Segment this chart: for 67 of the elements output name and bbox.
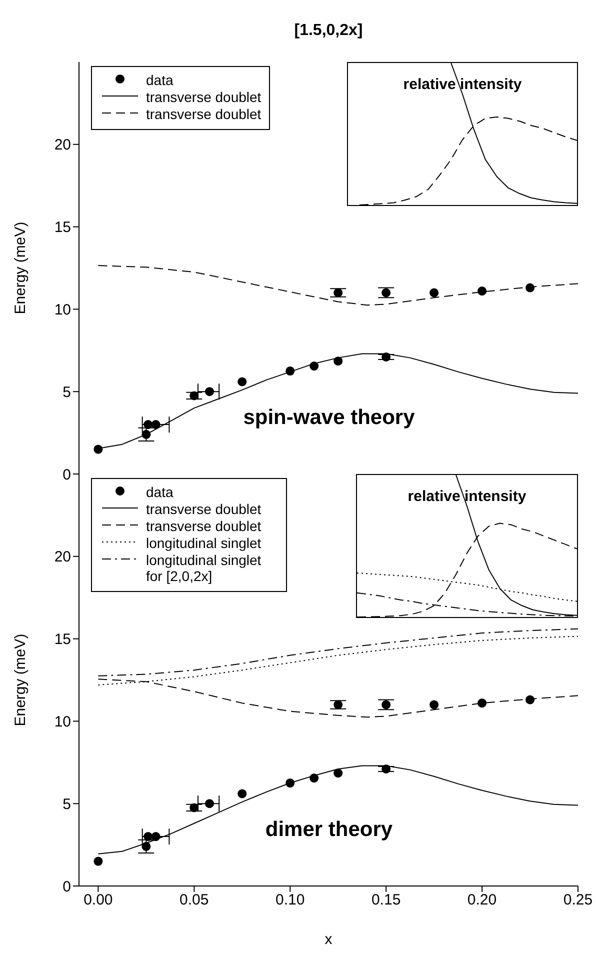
point <box>334 768 343 778</box>
point <box>94 856 103 866</box>
line-series <box>98 265 578 306</box>
x-axis-title: x <box>324 931 334 948</box>
y-tick-label: 5 <box>62 384 71 401</box>
legend-label: transverse doublet <box>146 501 262 517</box>
y-tick-label: 10 <box>54 714 71 731</box>
annotation: dimer theory <box>264 818 394 842</box>
x-tick-label: 0.25 <box>563 892 593 909</box>
y-tick-label: 0 <box>62 466 71 484</box>
text: relative intensity <box>402 76 523 93</box>
point <box>334 288 343 298</box>
legend-label: transverse doublet <box>146 106 262 122</box>
y-tick-label: 5 <box>62 796 71 813</box>
x-tick-label: 0.05 <box>180 892 209 909</box>
point <box>142 430 151 439</box>
point <box>190 803 199 812</box>
legend-label: transverse doublet <box>146 518 262 534</box>
y-axis-title: Energy (meV) <box>12 220 30 316</box>
y-tick-label: 15 <box>54 631 71 648</box>
point <box>430 288 439 298</box>
legend-label: data <box>146 484 174 500</box>
chart-title: [1.5,0,2x] <box>293 22 364 40</box>
text: relative intensity <box>406 488 528 505</box>
point <box>382 700 391 710</box>
point <box>204 799 214 808</box>
point <box>478 286 487 296</box>
line-series <box>98 765 578 854</box>
point <box>334 700 343 710</box>
point <box>204 387 214 396</box>
point <box>286 778 295 788</box>
x-tick-label: 0.10 <box>276 892 305 909</box>
point <box>190 391 199 400</box>
point <box>526 695 535 704</box>
legend-label: longitudinal singlet for [2,0,2x] <box>146 552 262 584</box>
point <box>382 288 391 298</box>
y-tick-label: 0 <box>62 878 71 896</box>
point <box>238 789 247 798</box>
x-tick-label: 0.20 <box>467 892 497 909</box>
legend-label: data <box>146 72 174 88</box>
y-tick-label: 20 <box>54 136 71 154</box>
point <box>310 362 319 371</box>
x-tick-label: 0.00 <box>84 892 113 909</box>
point <box>151 420 160 430</box>
point <box>310 774 319 783</box>
point <box>151 832 160 842</box>
point <box>478 698 487 708</box>
line-series <box>98 628 578 676</box>
y-tick-label: 10 <box>54 302 71 319</box>
point <box>286 366 295 376</box>
point <box>238 377 247 386</box>
point <box>382 352 391 362</box>
point <box>142 842 151 851</box>
point <box>382 764 391 774</box>
point <box>94 444 103 454</box>
y-tick-label: 20 <box>54 548 71 566</box>
annotation: spin-wave theory <box>242 406 416 430</box>
point <box>430 700 439 710</box>
x-tick-label: 0.15 <box>371 892 401 909</box>
point <box>334 356 343 366</box>
y-tick-label: 15 <box>54 219 71 236</box>
point <box>144 832 153 842</box>
point <box>526 283 535 292</box>
y-axis-title: Energy (meV) <box>12 632 30 728</box>
legend-label: longitudinal singlet <box>146 535 262 551</box>
point <box>144 420 153 430</box>
legend-label: transverse doublet <box>146 89 262 105</box>
